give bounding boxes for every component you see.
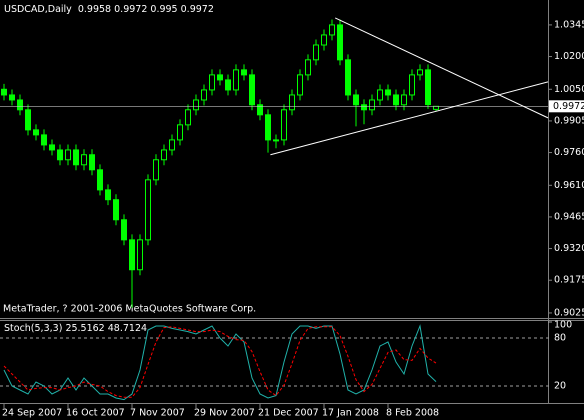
- candle-body: [273, 139, 279, 142]
- x-tick-label: 16 Oct 2007: [66, 408, 125, 419]
- candle-body: [201, 89, 207, 101]
- indicator-line: [3, 326, 437, 398]
- candle-body: [49, 144, 55, 151]
- candle-body: [329, 24, 335, 36]
- candle-body: [265, 114, 271, 141]
- indicator-line: [3, 324, 437, 401]
- indicator-k: 25.5162: [65, 323, 104, 334]
- y-tick-label: 80: [554, 333, 566, 344]
- candle-body: [17, 99, 23, 111]
- candle-body: [193, 99, 199, 111]
- candle-body: [337, 24, 343, 61]
- y-tick-label: 1.0200: [554, 51, 584, 62]
- candle-body: [249, 74, 255, 106]
- ohlc-close: 0.9972: [181, 4, 214, 15]
- candle-body: [81, 154, 87, 166]
- watermark: MetaTrader, ? 2001-2006 MetaQuotes Softw…: [3, 304, 256, 315]
- candle-body: [145, 179, 151, 241]
- trendline: [334, 17, 549, 119]
- candle-body: [425, 69, 431, 106]
- candle-body: [113, 199, 119, 221]
- candle-body: [209, 74, 215, 91]
- candle-body: [177, 124, 183, 141]
- candle-body: [233, 69, 239, 91]
- candle-body: [353, 94, 359, 106]
- ohlc-high: 0.9972: [114, 4, 147, 15]
- y-tick-label: 0.9465: [554, 211, 584, 222]
- candle-body: [281, 109, 287, 141]
- candle-body: [409, 74, 415, 96]
- y-tick-label: 100: [554, 320, 572, 331]
- candle-body: [433, 105, 439, 110]
- y-tick-label: 1.0050: [554, 84, 584, 95]
- x-tick-label: 29 Nov 2007: [194, 408, 255, 419]
- candle-body: [65, 149, 71, 161]
- current-price-label: 0.9972: [553, 101, 584, 112]
- candle-body: [1, 88, 7, 96]
- candle-body: [417, 69, 423, 76]
- candle-body: [73, 149, 79, 166]
- candle-body: [105, 189, 111, 201]
- candle-body: [129, 239, 135, 271]
- candle-body: [217, 74, 223, 81]
- x-tick-label: 8 Feb 2008: [386, 408, 439, 419]
- candle-body: [137, 239, 143, 271]
- candle-body: [161, 149, 167, 161]
- chart-header: USDCAD,Daily 0.9958 0.9972 0.995 0.9972: [4, 4, 214, 15]
- candle-body: [57, 149, 63, 161]
- candle-body: [97, 169, 103, 191]
- symbol: USDCAD,Daily: [4, 4, 72, 15]
- y-tick-label: 0.9175: [554, 275, 584, 286]
- candle-body: [169, 139, 175, 151]
- y-tick-label: 0.9905: [554, 115, 584, 126]
- candle-body: [41, 134, 47, 146]
- current-price-box: [549, 100, 584, 113]
- y-tick-label: 1.0345: [554, 19, 584, 30]
- candle-body: [33, 129, 39, 136]
- candle-body: [257, 104, 263, 116]
- candle-body: [305, 59, 311, 76]
- y-tick-label: 0.9320: [554, 243, 584, 254]
- candle-body: [393, 94, 399, 106]
- candle-body: [401, 94, 407, 106]
- candle-body: [9, 94, 15, 101]
- candle-body: [185, 109, 191, 126]
- candle-body: [313, 44, 319, 61]
- x-tick-label: 21 Dec 2007: [258, 408, 319, 419]
- candle-body: [289, 94, 295, 111]
- indicator-d: 48.7124: [108, 323, 147, 334]
- candles: [1, 19, 439, 308]
- candle-body: [25, 109, 31, 131]
- indicator-header: Stoch(5,3,3) 25.5162 48.7124: [4, 323, 147, 334]
- candle-body: [89, 154, 95, 171]
- x-tick-label: 24 Sep 2007: [2, 408, 62, 419]
- indicator-name: Stoch(5,3,3): [4, 323, 62, 334]
- ohlc-open: 0.9958: [78, 4, 111, 15]
- candle-body: [385, 89, 391, 96]
- candle-body: [321, 34, 327, 46]
- candle-body: [297, 74, 303, 96]
- y-tick-label: 0.9760: [554, 147, 584, 158]
- y-tick-label: 20: [554, 381, 566, 392]
- candle-body: [361, 104, 367, 111]
- candle-body: [345, 59, 351, 96]
- y-tick-label: 0.9025: [554, 307, 584, 318]
- candle-body: [241, 69, 247, 76]
- ohlc-low: 0.995: [150, 4, 177, 15]
- candle-body: [121, 219, 127, 241]
- candle-body: [377, 89, 383, 101]
- candle-body: [369, 99, 375, 111]
- x-tick-label: 17 Jan 2008: [322, 408, 379, 419]
- x-tick-label: 7 Nov 2007: [130, 408, 185, 419]
- candle-body: [153, 159, 159, 181]
- y-tick-label: 0.9610: [554, 180, 584, 191]
- trendline: [270, 81, 549, 156]
- candle-body: [225, 79, 231, 91]
